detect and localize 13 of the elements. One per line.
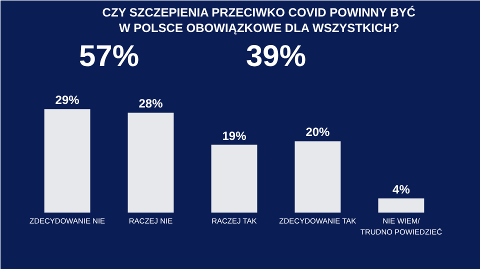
data-label: 19% — [222, 128, 247, 143]
bar — [378, 198, 424, 213]
data-label: 29% — [55, 93, 80, 108]
bar — [211, 144, 258, 213]
bar — [44, 109, 90, 213]
data-label: 28% — [138, 96, 164, 111]
text: 39% — [246, 40, 306, 73]
chart-title: CZY SZCZEPIENIA PRZECIWKO COVID POWINNY BYĆ W POLSCE OBOWIĄZKOWE DLA WSZYSTKICH? — [102, 6, 416, 36]
bar — [128, 112, 174, 213]
data-label: 20% — [306, 125, 330, 140]
text: 57% — [79, 40, 140, 73]
data-label: 4% — [392, 182, 410, 196]
bar — [294, 141, 341, 213]
